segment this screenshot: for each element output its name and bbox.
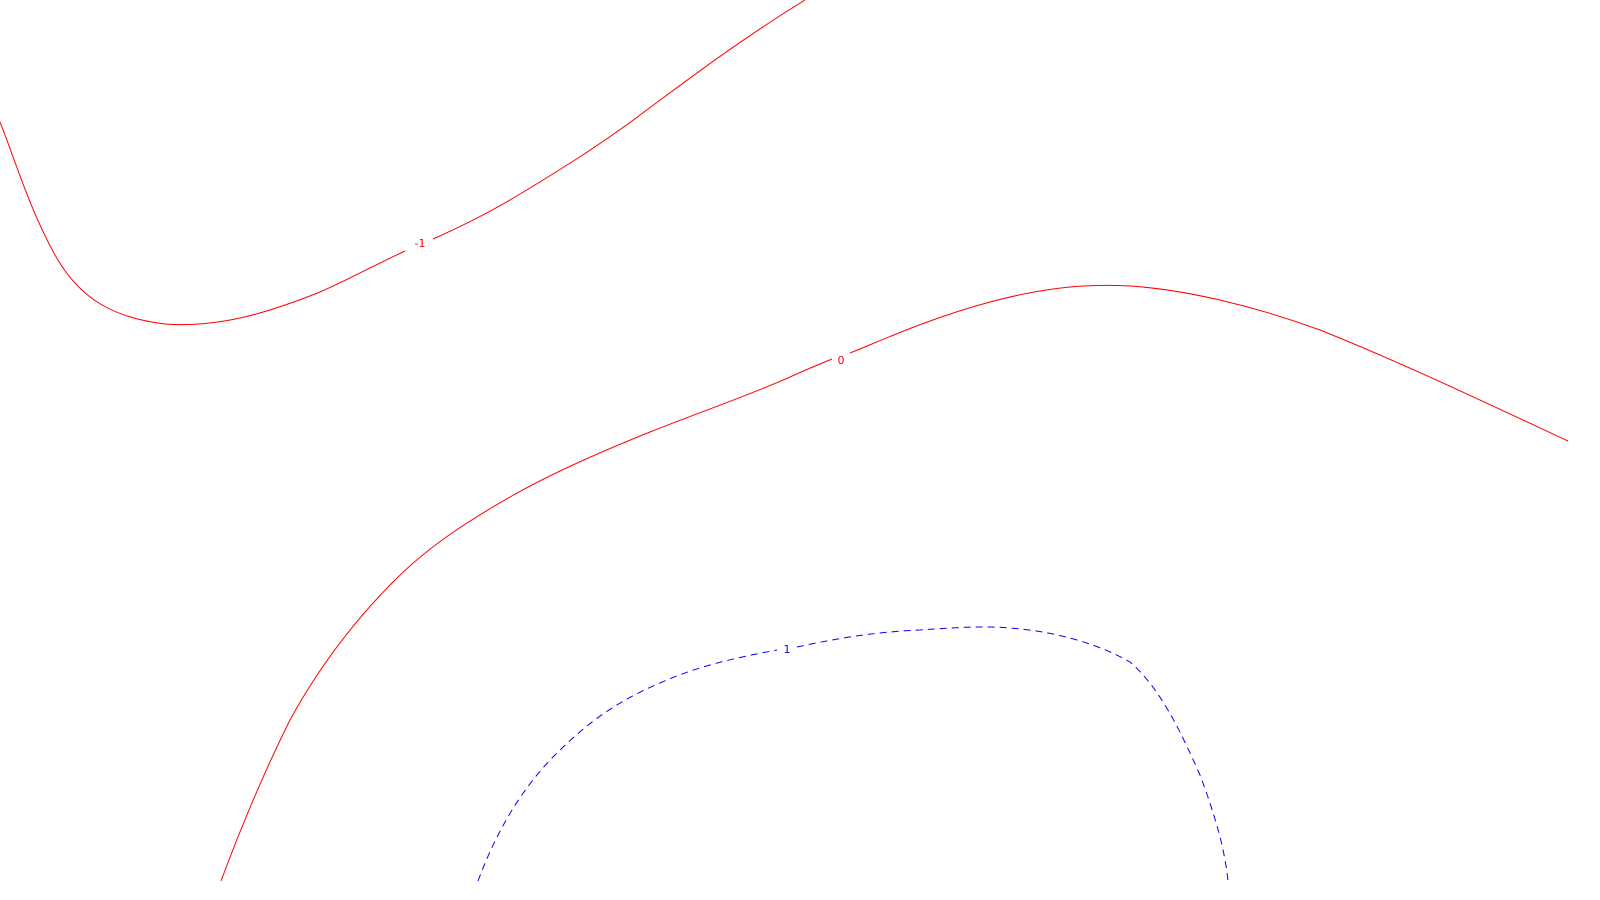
contour-line-0 [220,284,1569,882]
contour-line-1 [477,626,1229,882]
contour-label-1: 1 [784,643,791,656]
contour-label-minus-1: -1 [415,237,426,250]
contour-label-0: 0 [838,354,845,367]
contour-line-minus-1 [0,0,806,326]
